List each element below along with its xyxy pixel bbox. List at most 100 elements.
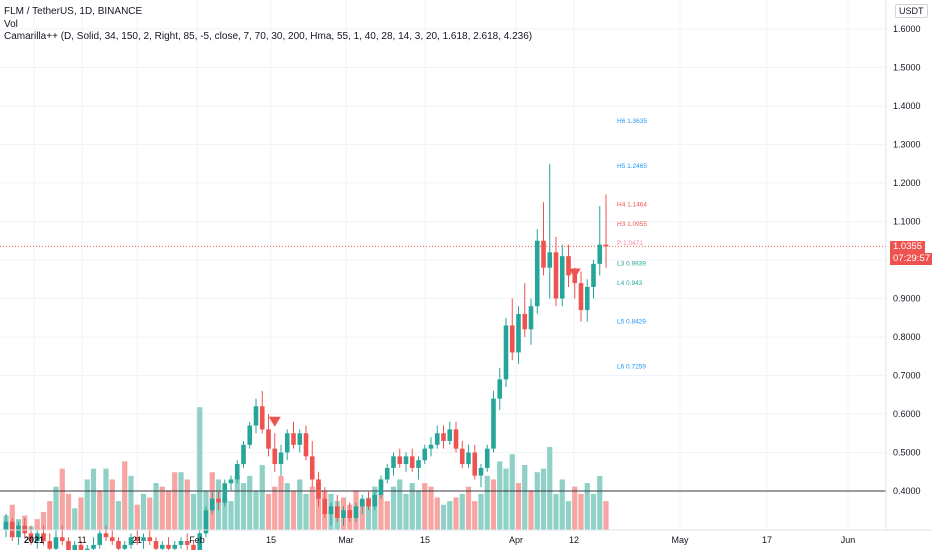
current-price-badge: 1.0355 [890,241,926,253]
candle-body [197,533,203,550]
candle-body [509,325,515,353]
candle-body [328,506,334,515]
indicator-legend[interactable]: Camarilla++ (D, Solid, 34, 150, 2, Right… [4,31,532,43]
candle-body [334,506,340,518]
candle-body [428,444,434,449]
candle-body [491,398,496,449]
candle-body [278,452,284,465]
volume-bar [134,504,140,530]
price-tick-label: 1.4000 [893,101,921,111]
volume-bar [9,504,15,530]
current-price-value: 1.0355 [893,241,923,252]
indicator-line: Camarilla++ (D, Solid, 34, 150, 2, Right… [4,31,533,42]
time-tick-label: 12 [569,535,579,545]
volume-bar [415,490,422,530]
candle-body [241,444,246,465]
candle-body [378,479,384,495]
volume-bar [228,501,234,530]
countdown-value: 07:29:57 [893,253,930,264]
pivot-label: L6 0.7259 [617,364,646,371]
candle-body [53,537,59,549]
volume-bar [303,493,309,530]
price-tick-label: 0.4000 [893,486,921,496]
volume-bar [315,483,322,530]
volume-bar [253,490,259,530]
candle-body [347,510,353,518]
candle-body [453,429,459,449]
candle-body [297,433,303,445]
volume-bar [284,483,290,530]
volume-bar [297,479,303,530]
volume-bar [359,501,365,530]
candle-body [266,429,271,449]
candle-body [478,467,484,476]
volume-bar [97,490,103,530]
time-tick-label: Jun [841,535,856,545]
candle-body [78,544,84,550]
volume-legend[interactable]: Vol [4,19,18,31]
volume-bar [122,461,128,530]
volume-bar [53,486,59,530]
candle-body [259,406,265,430]
candle-body [553,252,559,299]
volume-bar [72,508,78,530]
price-tick-label: 1.6000 [893,24,921,34]
candle-body [3,521,9,530]
volume-bar [153,483,159,530]
volume-bar [34,519,40,530]
candle-body [397,456,403,465]
candle-body [503,325,509,380]
candle-body [566,256,571,276]
volume-bar [47,501,53,530]
volume-bar [572,486,578,530]
volume-bar [603,501,609,530]
price-tick-label: 0.5000 [893,448,921,458]
candle-body [372,494,378,507]
candle-body [166,544,171,549]
candle-body [284,433,290,453]
volume-bar [515,483,522,530]
candle-body [416,460,421,468]
candle-body [16,525,21,538]
candle-body [316,479,321,499]
volume-bar [565,501,572,530]
candle-body [103,533,109,538]
volume-bar [103,468,109,530]
candle-body [222,483,228,503]
volume-bar [178,472,184,530]
candle-body [384,467,390,480]
volume-bar [434,497,440,530]
candle-body [209,498,215,511]
candle-body [309,456,315,480]
volume-bar [534,472,540,530]
volume-bar [384,501,390,530]
candle-body [359,498,365,507]
pivot-label: H5 1.2465 [617,163,647,170]
candle-body [466,452,471,465]
currency-button[interactable]: USDT [895,4,928,18]
price-tick-label: 0.9000 [893,294,921,304]
volume-bar [509,454,515,530]
candle-body [159,544,165,549]
candle-body [203,510,209,534]
volume-bar [234,475,240,530]
volume-bar [259,465,265,530]
time-tick-label: 15 [420,535,430,545]
candle-body [41,533,46,542]
candle-body [559,256,565,299]
volume-bar [503,468,509,530]
candle-body [447,429,453,441]
volume-bar [403,493,409,530]
candle-body [516,313,521,353]
volume-bar [390,486,397,530]
signal-marker [568,268,581,279]
volume-bar [147,497,153,530]
symbol-legend[interactable]: FLM / TetherUS, 1D, BINANCE [4,6,142,18]
volume-bar [378,493,384,530]
volume-bar [240,483,247,530]
candle-body [303,433,309,457]
volume-bar [165,490,172,530]
volume-bar [140,493,147,530]
